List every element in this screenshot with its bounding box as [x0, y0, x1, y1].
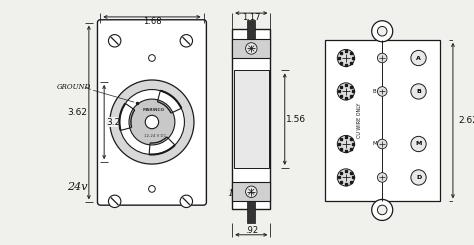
Text: 1.17: 1.17	[242, 13, 261, 22]
Circle shape	[411, 50, 426, 66]
Text: 3.62: 3.62	[67, 108, 87, 117]
Bar	[325, 40, 439, 201]
Circle shape	[180, 35, 192, 47]
Text: 1.68: 1.68	[143, 17, 161, 26]
Circle shape	[337, 135, 355, 153]
Circle shape	[372, 21, 393, 42]
Circle shape	[372, 199, 393, 220]
Circle shape	[337, 169, 355, 186]
Bar	[232, 182, 271, 201]
Circle shape	[148, 185, 155, 192]
Text: 3.28: 3.28	[107, 118, 127, 126]
Circle shape	[129, 99, 175, 145]
Text: .92: .92	[245, 226, 258, 235]
Circle shape	[337, 49, 355, 67]
Circle shape	[109, 35, 121, 47]
Circle shape	[411, 84, 426, 99]
Circle shape	[145, 115, 159, 129]
Circle shape	[377, 26, 387, 36]
Bar	[247, 20, 255, 39]
Text: 12v: 12v	[227, 189, 245, 198]
Text: B: B	[416, 89, 421, 94]
Text: MARINCO: MARINCO	[143, 108, 165, 112]
Circle shape	[110, 80, 194, 164]
Text: 2.62: 2.62	[458, 116, 474, 125]
Text: A: A	[416, 56, 421, 61]
Bar	[232, 39, 271, 58]
Circle shape	[377, 173, 387, 182]
Circle shape	[411, 170, 426, 185]
Circle shape	[180, 195, 192, 208]
Text: M: M	[372, 142, 377, 147]
Circle shape	[109, 195, 121, 208]
Text: GROUND: GROUND	[56, 83, 91, 91]
Circle shape	[246, 186, 257, 197]
Circle shape	[246, 43, 257, 54]
Text: CU WIRE ONLY: CU WIRE ONLY	[357, 102, 362, 138]
Bar	[247, 201, 255, 223]
Text: 24v: 24v	[67, 182, 88, 192]
Circle shape	[337, 83, 355, 100]
Circle shape	[377, 87, 387, 96]
Circle shape	[411, 136, 426, 152]
FancyBboxPatch shape	[98, 20, 206, 205]
Text: D: D	[416, 175, 421, 180]
Circle shape	[377, 139, 387, 149]
Text: 1.56: 1.56	[286, 115, 306, 124]
Text: B: B	[373, 89, 376, 94]
Circle shape	[377, 205, 387, 215]
Bar	[234, 70, 268, 168]
Text: 12-24 V DC: 12-24 V DC	[144, 134, 166, 138]
Circle shape	[377, 53, 387, 63]
Text: M: M	[415, 142, 422, 147]
Bar	[232, 29, 271, 209]
Circle shape	[119, 89, 184, 155]
Circle shape	[148, 55, 155, 61]
